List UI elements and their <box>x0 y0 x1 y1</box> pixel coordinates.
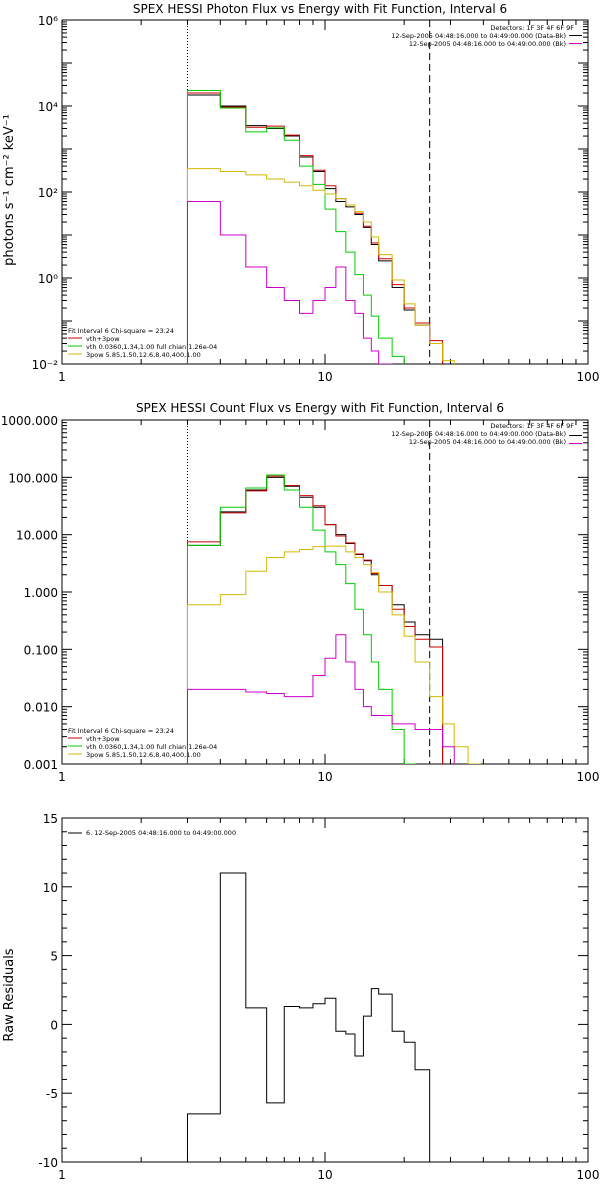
photon-fit-vth: vth 0.0360,1.34,1.00 full chian 1.26e-04 <box>86 343 217 351</box>
residuals-ytick-label: 5 <box>50 950 58 964</box>
photon-ytick-label: 10² <box>38 186 58 200</box>
photon-legend-databk: 12-Sep-2005 04:48:16.000 to 04:49:00.000… <box>391 32 566 40</box>
residuals-ylabel: Raw Residuals <box>2 948 17 1041</box>
count-ytick-label: 100.000 <box>8 471 58 485</box>
photon-xtick-label: 1 <box>58 370 66 384</box>
count-series-yellow <box>186 545 481 764</box>
count-ytick-label: 10.000 <box>16 529 58 543</box>
residuals-ytick-label: 0 <box>50 1018 58 1032</box>
count-xtick-label: 1 <box>58 770 66 784</box>
residuals-panel: Raw Residuals 6. 12-Sep-2005 04:48:16.00… <box>2 812 600 1182</box>
count-legend-detectors: Detectors: 1F 3F 4F 6F 9F <box>490 422 574 430</box>
photon-xtick-label: 10 <box>317 370 332 384</box>
photon-ytick-label: 10⁴ <box>38 100 58 114</box>
count-fit-vth: vth 0.0360,1.34,1.00 full chian 1.26e-04 <box>86 743 217 751</box>
photon-ytick-label: 10⁰ <box>38 272 58 286</box>
photon-ytick-label: 10⁶ <box>38 14 58 28</box>
residuals-ytick-label: 10 <box>43 881 58 895</box>
count-ytick-label: 1.000 <box>24 586 58 600</box>
residuals-ytick-label: -10 <box>38 1156 58 1170</box>
photon-ytick-label: 10⁻² <box>32 358 59 372</box>
count-flux-title: SPEX HESSI Count Flux vs Energy with Fit… <box>136 401 504 415</box>
count-fit-header: Fit Interval 6 Chi-square = 23.24 <box>68 727 174 735</box>
residuals-ytick-label: -5 <box>46 1087 58 1101</box>
residuals-series-black <box>186 872 431 1162</box>
count-xtick-label: 10 <box>317 770 332 784</box>
photon-legend-bk: 12-Sep-2005 04:48:16.000 to 04:49:00.000… <box>409 40 566 48</box>
residuals-ytick-label: 15 <box>43 812 58 826</box>
count-ytick-label: 0.001 <box>24 758 58 772</box>
photon-series-green <box>186 89 405 364</box>
count-ytick-label: 1000.000 <box>1 414 58 428</box>
photon-fit-vth3pow: vth+3pow <box>86 335 120 343</box>
count-series-magenta <box>186 634 455 764</box>
count-fit-vth3pow: vth+3pow <box>86 735 120 743</box>
photon-flux-panel: SPEX HESSI Photon Flux vs Energy with Fi… <box>2 2 600 384</box>
count-fit-3pow: 3pow 5.85,1.50,12.6,8.40,400,1.00 <box>86 751 201 759</box>
count-ytick-label: 0.010 <box>24 701 58 715</box>
count-legend-databk: 12-Sep-2005 04:48:16.000 to 04:49:00.000… <box>391 430 566 438</box>
count-legend-bk: 12-Sep-2005 04:48:16.000 to 04:49:00.000… <box>409 438 566 446</box>
photon-series-magenta <box>186 201 393 364</box>
photon-flux-title: SPEX HESSI Photon Flux vs Energy with Fi… <box>133 2 507 16</box>
count-flux-panel: SPEX HESSI Count Flux vs Energy with Fit… <box>1 401 600 784</box>
photon-series-yellow <box>186 168 455 364</box>
count-ytick-label: 0.100 <box>24 643 58 657</box>
residuals-legend: 6. 12-Sep-2005 04:48:16.000 to 04:49:00.… <box>86 829 236 837</box>
photon-xtick-label: 100 <box>577 370 600 384</box>
photon-legend-detectors: Detectors: 1F 3F 4F 6F 9F <box>490 24 574 32</box>
residuals-plot-frame <box>61 817 589 1163</box>
photon-flux-ylabel: photons s⁻¹ cm⁻² keV⁻¹ <box>2 114 17 266</box>
residuals-xtick-label: 10 <box>317 1168 332 1182</box>
residuals-xtick-label: 100 <box>577 1168 600 1182</box>
photon-fit-header: Fit Interval 6 Chi-square = 23.24 <box>68 327 174 335</box>
residuals-xtick-label: 1 <box>58 1168 66 1182</box>
count-xtick-label: 100 <box>577 770 600 784</box>
photon-fit-3pow: 3pow 5.85,1.50,12.6,8.40,400,1.00 <box>86 351 201 359</box>
count-series-green <box>186 474 416 764</box>
count-plot-frame <box>61 419 589 765</box>
